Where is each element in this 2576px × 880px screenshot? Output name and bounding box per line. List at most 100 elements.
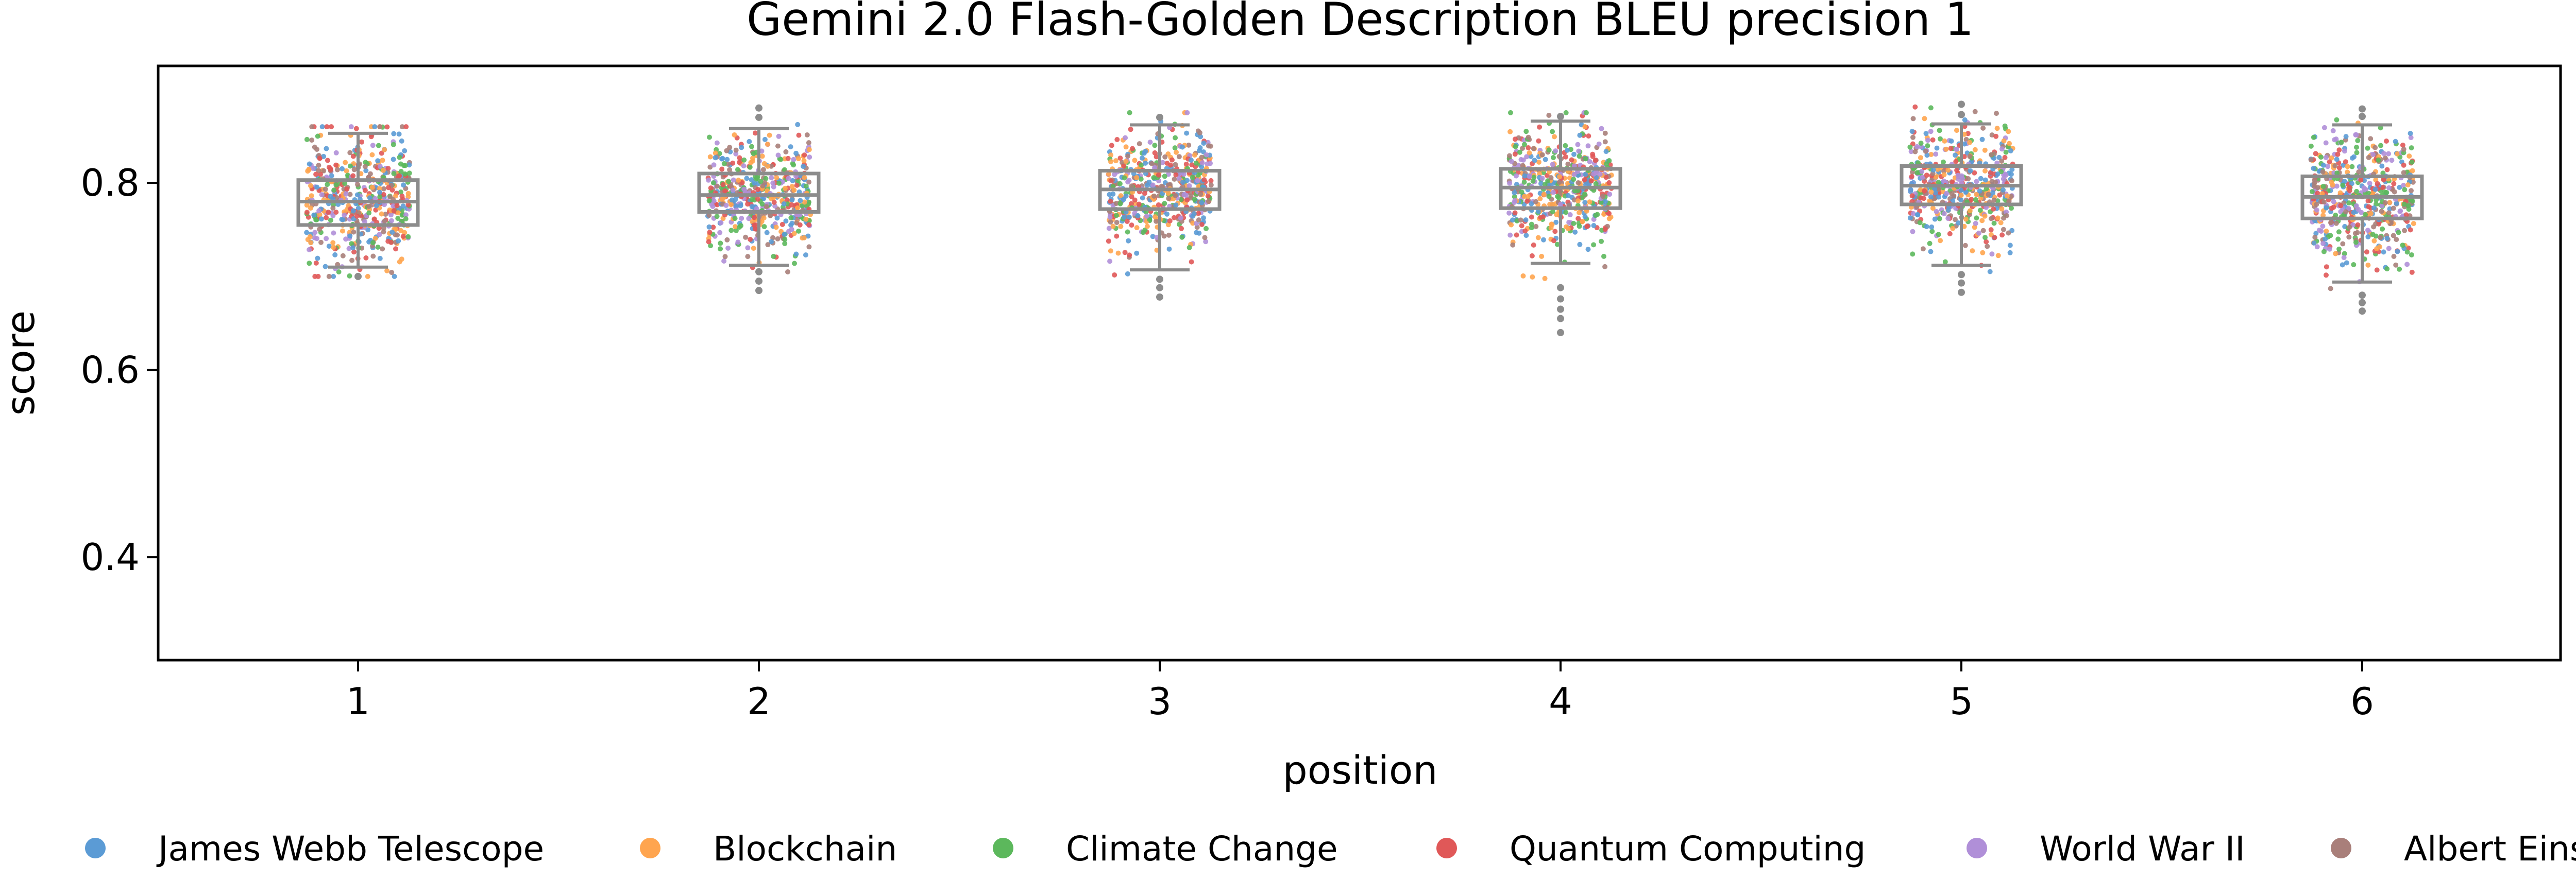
data-point — [1938, 136, 1943, 142]
data-point — [1958, 187, 1964, 193]
data-point — [1525, 194, 1531, 199]
data-point — [2401, 170, 2406, 176]
data-point — [1118, 193, 1124, 199]
data-point — [733, 151, 739, 157]
data-point — [1521, 194, 1527, 199]
data-point — [367, 195, 372, 201]
data-point — [314, 184, 320, 190]
data-point — [399, 138, 404, 144]
data-point — [2001, 187, 2006, 193]
data-point — [710, 225, 716, 230]
data-point — [801, 235, 807, 240]
data-point — [381, 186, 386, 192]
data-point — [351, 167, 357, 172]
data-point — [2353, 132, 2359, 137]
data-point — [2324, 264, 2329, 270]
data-point — [326, 273, 332, 279]
data-point — [324, 124, 330, 130]
data-point — [762, 136, 768, 142]
data-point — [1187, 183, 1192, 188]
data-point — [2380, 226, 2385, 232]
data-point — [738, 223, 743, 229]
data-point — [1144, 182, 1150, 188]
data-point — [1591, 242, 1597, 248]
data-point — [2409, 269, 2415, 275]
data-point — [1195, 178, 1200, 183]
data-point — [1524, 154, 1530, 160]
data-point — [2338, 140, 2344, 145]
data-point — [1114, 137, 1120, 142]
data-point — [2409, 252, 2414, 257]
data-point — [2003, 149, 2009, 155]
data-point — [2371, 238, 2377, 244]
data-point — [793, 251, 799, 257]
data-point — [2403, 212, 2409, 218]
data-point — [792, 261, 797, 266]
data-point — [385, 166, 391, 171]
data-point — [1577, 132, 1583, 138]
outlier-point — [1958, 111, 1965, 118]
data-point — [786, 176, 791, 181]
data-point — [1928, 249, 1934, 254]
data-point — [308, 240, 314, 246]
data-point — [1960, 176, 1965, 181]
data-point — [2379, 209, 2384, 214]
data-point — [395, 232, 400, 238]
data-point — [1984, 239, 1989, 245]
data-point — [2342, 179, 2347, 184]
data-point — [1541, 192, 1547, 197]
data-point — [1108, 178, 1114, 184]
data-point — [2400, 142, 2405, 148]
data-point — [379, 150, 384, 156]
data-point — [1125, 153, 1130, 159]
data-point — [347, 150, 353, 156]
data-point — [706, 198, 712, 203]
data-point — [2336, 229, 2342, 235]
data-point — [736, 177, 741, 183]
data-point — [782, 236, 788, 242]
data-point — [330, 205, 336, 211]
data-point — [762, 180, 768, 185]
data-point — [347, 230, 352, 235]
data-point — [380, 167, 386, 173]
data-point — [793, 150, 799, 156]
data-point — [1972, 170, 1977, 176]
data-point — [1183, 161, 1189, 167]
data-point — [1170, 157, 1175, 163]
data-point — [372, 124, 378, 130]
data-point — [2342, 148, 2347, 154]
data-point — [747, 164, 753, 170]
data-point — [1173, 202, 1179, 208]
data-point — [1184, 178, 1190, 183]
legend-item: Quantum Computing — [1436, 829, 1866, 869]
data-point — [382, 218, 387, 224]
data-point — [2313, 231, 2319, 236]
data-point — [1106, 171, 1111, 177]
data-point — [2408, 135, 2414, 141]
data-point — [1550, 129, 1555, 134]
data-point — [1123, 193, 1129, 199]
y-tick-label: 0.4 — [80, 536, 140, 579]
data-point — [1994, 111, 1999, 116]
data-point — [1576, 148, 1582, 154]
data-point — [1932, 216, 1938, 222]
data-point — [1208, 182, 1214, 188]
data-point — [2328, 286, 2333, 291]
data-point — [1529, 201, 1534, 206]
data-point — [1606, 158, 1612, 163]
data-point — [733, 228, 739, 233]
data-point — [2329, 205, 2334, 211]
data-point — [2333, 212, 2338, 218]
data-point — [791, 157, 796, 162]
data-point — [806, 147, 812, 152]
data-point — [2395, 249, 2400, 254]
data-point — [1943, 146, 1949, 152]
data-point — [391, 171, 397, 176]
data-point — [304, 136, 310, 142]
data-point — [1522, 173, 1528, 179]
data-point — [1925, 143, 1930, 149]
data-point — [791, 231, 797, 236]
data-point — [1909, 193, 1915, 199]
data-point — [1184, 110, 1190, 115]
data-point — [1914, 144, 1920, 149]
